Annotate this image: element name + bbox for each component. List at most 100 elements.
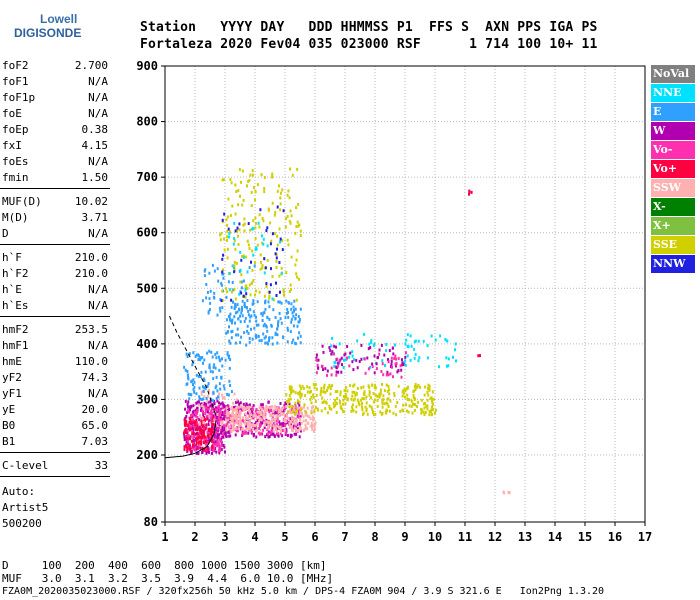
echo-point [306, 390, 309, 394]
echo-point [226, 421, 229, 425]
echo-point [255, 414, 257, 418]
echo-point [365, 407, 368, 411]
echo-point [279, 422, 282, 426]
echo-point [228, 416, 231, 419]
echo-point [326, 373, 328, 377]
echo-point [239, 250, 242, 254]
echo-point [247, 421, 250, 425]
echo-point [238, 414, 241, 418]
echo-point [239, 418, 242, 421]
echo-point [186, 369, 189, 373]
echo-point [234, 433, 237, 437]
echo-point [236, 226, 239, 230]
echo-point [274, 411, 276, 415]
echo-point [381, 359, 384, 363]
echo-point [281, 412, 284, 416]
echo-point [227, 197, 230, 201]
echo-point [266, 258, 269, 262]
echo-point [330, 407, 333, 411]
echo-point [245, 427, 248, 431]
echo-point [477, 354, 480, 358]
echo-point [322, 390, 325, 394]
echo-point [194, 448, 197, 452]
echo-point [302, 428, 305, 432]
echo-point [253, 433, 255, 436]
echo-cluster-vo- [468, 189, 473, 196]
echo-point [271, 232, 274, 236]
echo-point [404, 363, 407, 367]
echo-point [282, 410, 285, 414]
echo-point [397, 384, 400, 388]
echo-point [184, 368, 187, 372]
curve-trace [169, 315, 217, 417]
param-label: foEp [2, 123, 29, 136]
echo-point [279, 402, 282, 405]
echo-point [216, 444, 219, 448]
echo-cluster-e [225, 299, 302, 347]
echo-point [263, 336, 266, 340]
echo-point [236, 418, 239, 422]
echo-point [212, 399, 215, 403]
echo-point [362, 385, 365, 389]
echo-point [280, 271, 283, 275]
echo-point [233, 270, 236, 274]
echo-point [325, 400, 327, 404]
echo-point [313, 429, 315, 433]
echo-point [232, 422, 235, 425]
echo-point [335, 366, 338, 370]
echo-point [223, 424, 225, 428]
echo-point [343, 389, 346, 392]
echo-point [189, 427, 192, 431]
echo-point [213, 432, 216, 436]
param-row-foes: foEs N/A [2, 154, 108, 170]
echo-point [355, 358, 358, 362]
echo-point [306, 406, 309, 410]
echo-point [186, 449, 189, 453]
echo-point [230, 336, 233, 340]
echo-point [259, 253, 262, 257]
echo-point [385, 373, 388, 377]
echo-point [233, 419, 235, 423]
echo-point [209, 421, 212, 425]
echo-point [234, 341, 237, 345]
echo-point [295, 225, 298, 228]
echo-point [329, 387, 332, 391]
echo-point [335, 401, 338, 405]
echo-point [289, 288, 292, 291]
echo-point [271, 426, 274, 430]
echo-point [213, 402, 216, 405]
param-label: M(D) [2, 211, 29, 224]
echo-point [191, 415, 194, 419]
echo-point [413, 409, 416, 412]
echo-point [235, 400, 237, 404]
echo-point [426, 356, 429, 360]
echo-point [311, 424, 313, 428]
echo-point [226, 223, 229, 227]
echo-point [202, 389, 205, 393]
echo-point [183, 435, 186, 439]
echo-point [236, 303, 239, 307]
echo-point [389, 372, 392, 376]
echo-point [188, 410, 191, 414]
echo-point [260, 432, 263, 436]
echo-point [386, 390, 389, 393]
echo-point [273, 232, 276, 235]
echo-point [221, 406, 224, 410]
echo-point [208, 349, 211, 353]
echo-point [337, 370, 340, 374]
echo-point [286, 414, 289, 418]
echo-point [247, 313, 250, 317]
echo-point [183, 438, 186, 441]
echo-point [287, 410, 289, 414]
echo-point [333, 352, 335, 356]
echo-point [198, 418, 201, 421]
echo-point [208, 414, 211, 418]
echo-point [270, 239, 273, 243]
echo-point [211, 405, 214, 408]
echo-point [246, 405, 249, 409]
echo-point [395, 364, 397, 368]
echo-point [187, 400, 190, 404]
echo-point [263, 294, 266, 298]
param-label: h`F [2, 251, 22, 264]
echo-point [220, 416, 223, 420]
